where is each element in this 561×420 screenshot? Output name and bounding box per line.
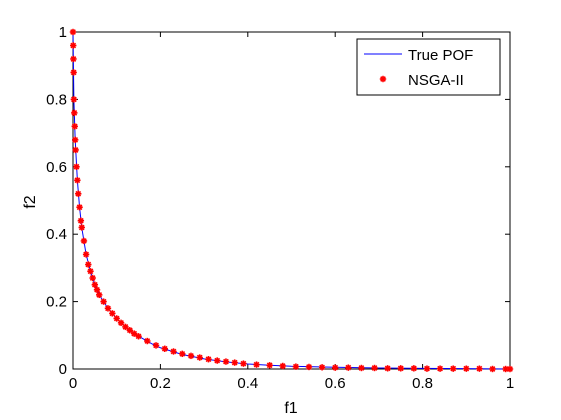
data-point-nsga-ii bbox=[70, 42, 77, 49]
data-point-nsga-ii bbox=[266, 362, 273, 369]
data-point-nsga-ii bbox=[423, 365, 431, 372]
data-point-nsga-ii bbox=[371, 364, 378, 372]
y-axis-label: f2 bbox=[22, 195, 39, 208]
data-point-nsga-ii bbox=[100, 298, 107, 305]
legend-item-nsga-ii: NSGA-II bbox=[408, 72, 464, 89]
data-point-nsga-ii bbox=[436, 365, 444, 372]
data-point-nsga-ii bbox=[87, 268, 94, 275]
data-point-nsga-ii bbox=[91, 281, 99, 288]
data-point-nsga-ii bbox=[80, 237, 88, 245]
data-point-nsga-ii bbox=[77, 217, 85, 224]
x-tick-label: 0.6 bbox=[325, 375, 346, 392]
x-tick-label: 0.8 bbox=[412, 375, 433, 392]
data-point-nsga-ii bbox=[82, 251, 90, 258]
x-tick-label: 0 bbox=[69, 375, 77, 392]
data-point-nsga-ii bbox=[161, 345, 168, 352]
x-tick-label: 1 bbox=[506, 375, 514, 392]
data-point-nsga-ii bbox=[72, 146, 79, 154]
data-point-nsga-ii bbox=[476, 365, 483, 372]
data-point-nsga-ii bbox=[506, 365, 514, 373]
data-point-nsga-ii bbox=[70, 96, 78, 103]
data-point-nsga-ii bbox=[196, 354, 203, 361]
data-point-nsga-ii bbox=[96, 291, 103, 299]
data-point-nsga-ii bbox=[318, 364, 326, 371]
data-point-nsga-ii bbox=[74, 177, 81, 184]
data-point-nsga-ii bbox=[109, 310, 116, 317]
x-tick-label: 0.2 bbox=[150, 375, 171, 392]
data-point-nsga-ii bbox=[69, 28, 77, 36]
data-point-nsga-ii bbox=[292, 363, 300, 370]
data-point-nsga-ii bbox=[104, 305, 112, 312]
data-point-nsga-ii bbox=[73, 163, 80, 170]
legend-item-true-pof: True POF bbox=[408, 47, 473, 64]
data-point-nsga-ii bbox=[130, 330, 138, 337]
axis-ticks: 0 0.2 0.4 0.6 0.8 1 0 0.2 0.4 0.6 0.8 1 bbox=[46, 24, 514, 392]
data-point-nsga-ii bbox=[135, 333, 142, 340]
data-point-nsga-ii bbox=[187, 352, 195, 360]
data-point-nsga-ii bbox=[144, 337, 151, 345]
data-point-nsga-ii bbox=[179, 350, 186, 358]
data-point-nsga-ii bbox=[76, 204, 83, 211]
data-point-nsga-ii bbox=[71, 123, 78, 130]
data-point-nsga-ii bbox=[384, 365, 391, 372]
y-tick-label: 0.2 bbox=[46, 294, 67, 311]
data-point-nsga-ii bbox=[397, 365, 404, 372]
data-point-nsga-ii bbox=[117, 319, 125, 327]
data-point-nsga-ii bbox=[222, 358, 230, 365]
legend-star-marker bbox=[379, 75, 387, 83]
y-tick-label: 0.4 bbox=[46, 226, 67, 243]
data-point-nsga-ii bbox=[70, 69, 77, 76]
legend: True POF NSGA-II bbox=[356, 38, 501, 96]
data-point-nsga-ii bbox=[113, 315, 120, 322]
data-point-nsga-ii bbox=[253, 361, 260, 368]
x-tick-label: 0.4 bbox=[237, 375, 258, 392]
data-point-nsga-ii bbox=[345, 364, 352, 371]
data-point-nsga-ii bbox=[75, 190, 82, 197]
data-point-nsga-ii bbox=[305, 363, 313, 371]
data-point-nsga-ii bbox=[71, 136, 79, 144]
data-point-nsga-ii bbox=[85, 261, 92, 268]
data-point-nsga-ii bbox=[78, 224, 85, 231]
data-point-nsga-ii bbox=[89, 274, 96, 282]
y-tick-label: 0.6 bbox=[46, 159, 67, 176]
data-point-nsga-ii bbox=[214, 357, 221, 364]
data-point-nsga-ii bbox=[463, 365, 470, 372]
data-point-nsga-ii bbox=[231, 359, 238, 366]
data-point-nsga-ii bbox=[449, 365, 457, 372]
data-point-nsga-ii bbox=[70, 55, 77, 63]
y-tick-label: 1 bbox=[59, 24, 67, 41]
y-tick-label: 0 bbox=[59, 361, 67, 378]
legend-star-glyph bbox=[379, 75, 387, 83]
data-point-nsga-ii bbox=[71, 109, 78, 117]
data-point-nsga-ii bbox=[489, 365, 496, 373]
data-point-nsga-ii bbox=[205, 356, 212, 363]
data-point-nsga-ii bbox=[126, 327, 134, 334]
legend-box bbox=[356, 38, 501, 96]
data-point-nsga-ii bbox=[279, 362, 286, 370]
data-point-nsga-ii bbox=[93, 286, 101, 294]
data-point-nsga-ii bbox=[332, 364, 339, 371]
data-point-nsga-ii bbox=[410, 365, 418, 372]
data-point-nsga-ii bbox=[122, 323, 129, 331]
data-point-nsga-ii bbox=[170, 348, 177, 355]
x-axis-label: f1 bbox=[284, 400, 297, 417]
data-point-nsga-ii bbox=[240, 360, 247, 367]
data-point-nsga-ii bbox=[152, 342, 160, 349]
data-point-nsga-ii bbox=[358, 364, 365, 372]
y-tick-label: 0.8 bbox=[46, 91, 67, 108]
series-layer bbox=[69, 28, 514, 373]
